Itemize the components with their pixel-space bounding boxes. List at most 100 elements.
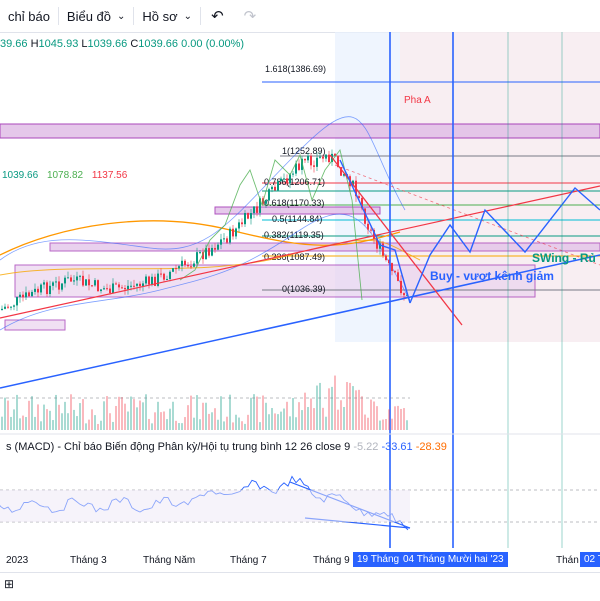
candle-body [208,248,210,256]
volume-bar [1,416,3,430]
candle-body [217,244,219,250]
macd-value-1: -33.61 [381,441,413,453]
candle-body [364,208,366,224]
volume-bar [130,396,132,430]
volume-bar [94,415,96,430]
candle-body [4,306,6,309]
candle-body [70,277,72,282]
candle-body [361,197,363,209]
volume-bar [196,395,198,430]
candle-body [142,283,144,287]
candle-body [160,273,162,275]
dashed-channel [334,164,600,266]
candle-body [403,293,405,296]
volume-bar [400,408,402,430]
volume-bar [199,419,201,430]
candle-body [226,238,228,243]
candle-body [13,305,15,307]
volume-bar [271,408,273,430]
candle-body [289,174,291,184]
candle-body [199,252,201,254]
osc-band-fill [0,490,410,522]
candle-body [391,263,393,272]
volume-bar [157,401,159,430]
volume-bar [289,416,291,430]
candle-body [340,167,342,176]
volume-bar [406,420,408,430]
volume-bar [115,405,117,430]
candle-body [373,229,375,239]
fib-1-label: 1(1252.89) [282,146,326,156]
volume-bar [262,395,264,430]
candle-body [91,285,93,287]
macd-legend[interactable]: s (MACD) - Chỉ báo Biến động Phân kỳ/Hội… [6,441,447,453]
zone-mid [214,206,381,215]
volume-series [1,375,408,430]
candle-body [67,277,69,279]
candle-body [325,154,327,159]
swing-annotation: SWing - Rủ [532,251,596,265]
redo-icon[interactable]: ↷ [243,8,257,25]
candle-body [79,275,81,277]
candle-body [115,283,117,285]
volume-bar [172,401,174,430]
undo-icon[interactable]: ↶ [211,8,224,25]
candle-body [145,276,147,284]
calendar-range-icon[interactable]: ⊞ [4,577,15,591]
toolbar-divider [57,7,59,25]
candle-body [103,288,105,290]
volume-bar [181,423,183,430]
volume-bar [367,417,369,430]
volume-bar [226,416,228,430]
open-value: 39.66 [0,38,28,50]
volume-bar [235,414,237,430]
fib-0382-label: 0.382(1119.35) [264,230,324,240]
volume-bar [121,397,123,430]
candle-body [352,180,354,187]
low-key: L [81,38,88,50]
candle-body [19,294,21,297]
candle-body [388,260,390,264]
zone-left [4,319,66,331]
volume-bar [217,419,219,430]
volume-bar [256,396,258,430]
candle-body [376,238,378,249]
candle-body [307,155,309,161]
candle-body [85,279,87,286]
volume-bar [118,396,120,430]
candle-body [394,271,396,273]
candle-body [184,260,186,266]
candle-body [175,268,177,270]
chevron-down-icon: ⌄ [183,10,193,22]
volume-bar [214,408,216,430]
volume-bar [259,422,261,430]
candle-body [316,157,318,167]
candle-body [205,248,207,260]
candle-body [322,156,324,159]
indicators-label: chỉ báo [8,8,50,24]
volume-bar [376,406,378,430]
fib-0618-label: 0.618(1170.33) [264,198,324,208]
chart-type-button[interactable]: Biểu đồ ⌄ [59,0,133,32]
candle-body [196,252,198,264]
volume-bar [112,421,114,430]
price-chart[interactable]: 1.618(1386.69) 1(1252.89) 0.786(1206.71)… [0,32,600,548]
decline-path [339,159,411,304]
candle-body [46,282,48,295]
volume-bar [346,382,348,430]
volume-bar [142,402,144,430]
candle-body [61,283,63,290]
volume-bar [28,400,30,430]
candle-body [181,260,183,267]
indicators-button[interactable]: chỉ báo [0,0,58,32]
candle-body [241,222,243,225]
volume-bar [277,414,279,430]
time-axis[interactable]: 2023 Tháng 3 Tháng Năm Tháng 7 Tháng 9 1… [0,548,600,572]
volume-bar [166,419,168,430]
volume-bar [382,419,384,430]
profile-button[interactable]: Hồ sơ ⌄ [134,0,200,32]
candle-body [247,213,249,219]
volume-bar [379,420,381,430]
candle-body [151,276,153,285]
downtrend-line [329,154,463,326]
